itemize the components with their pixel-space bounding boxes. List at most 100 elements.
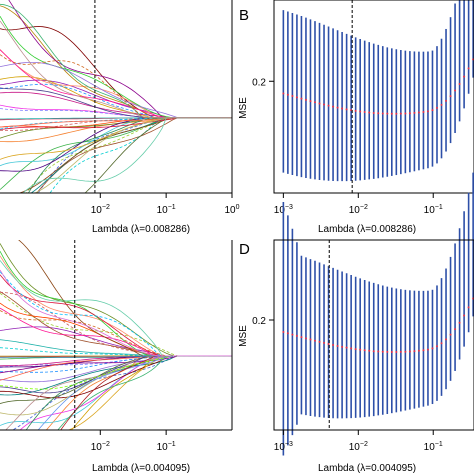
cv-mean-point — [449, 333, 452, 336]
cv-mean-point — [282, 92, 285, 95]
x-axis-label: Lambda (λ=0.004095) — [318, 463, 416, 474]
cv-mean-point — [399, 350, 402, 353]
coef-path-line — [60, 355, 232, 430]
coef-path-line — [0, 255, 232, 357]
cv-mean-point — [336, 344, 339, 347]
coef-path-line — [0, 117, 232, 130]
x-axis-ticks: 10−2 10−1 — [91, 430, 176, 453]
cv-mean-point — [445, 338, 448, 341]
cv-mean-point — [417, 349, 420, 352]
cv-mean-point — [426, 348, 429, 351]
cv-mean-point — [422, 349, 425, 352]
cv-mean-point — [300, 336, 303, 339]
cv-mean-point — [467, 67, 470, 70]
cv-mean-point — [291, 333, 294, 336]
x-axis-ticks: 10−3 10−2 10−1 — [274, 430, 443, 453]
cv-mean-points — [282, 297, 474, 353]
x-axis-label: Lambda (λ=0.004095) — [92, 463, 190, 474]
panel-letter: B — [239, 7, 249, 24]
cv-mean-point — [286, 93, 289, 96]
x-tick-label: 100 — [224, 204, 239, 216]
cv-mean-point — [345, 108, 348, 111]
cv-mean-point — [304, 337, 307, 340]
cv-mean-point — [327, 342, 330, 345]
cv-mean-point — [354, 109, 357, 112]
cv-mean-point — [395, 350, 398, 353]
coef-path-line — [0, 20, 232, 119]
cv-mean-point — [467, 306, 470, 309]
coef-path-line — [0, 355, 232, 373]
cv-mean-point — [454, 328, 457, 331]
y-axis-label: MSE — [238, 97, 249, 119]
coef-path-line — [0, 260, 232, 357]
cv-mean-point — [463, 75, 466, 78]
cv-mean-point — [313, 101, 316, 104]
cv-mean-point — [327, 104, 330, 107]
coef-path-line — [0, 326, 232, 357]
cv-mean-point — [440, 103, 443, 106]
cv-mean-point — [426, 110, 429, 113]
cv-mean-point — [359, 348, 362, 351]
cv-mean-point — [354, 348, 357, 351]
cv-mean-point — [408, 112, 411, 115]
cv-mean-point — [381, 112, 384, 115]
coef-path-line — [0, 5, 232, 119]
cv-mean-point — [422, 110, 425, 113]
cv-mean-point — [309, 338, 312, 341]
cv-mean-point — [413, 350, 416, 353]
y-tick-label: 0.2 — [252, 77, 266, 88]
cv-mean-point — [408, 350, 411, 353]
cv-errorbars — [282, 0, 474, 182]
coef-path-line — [0, 108, 232, 119]
cv-mean-point — [435, 106, 438, 109]
cv-mean-point — [363, 111, 366, 114]
coef-path-line — [25, 355, 232, 430]
cv-mean-point — [404, 350, 407, 353]
x-tick-label: 10−2 — [91, 441, 110, 453]
x-axis-ticks: 10−3 10−2 10−1 — [274, 193, 443, 216]
cv-errorbars — [282, 172, 474, 456]
coef-path-line — [0, 269, 232, 357]
cv-mean-point — [341, 107, 344, 110]
cv-mean-point — [300, 97, 303, 100]
plot-border — [273, 0, 474, 194]
cv-mean-point — [350, 109, 353, 112]
coef-path-line — [84, 117, 232, 193]
cv-mean-point — [386, 350, 389, 353]
cv-mean-point — [377, 112, 380, 115]
plot-border — [273, 239, 474, 431]
coef-path-line — [36, 117, 232, 193]
cv-mean-point — [386, 112, 389, 115]
x-tick-label: 10−2 — [91, 204, 110, 216]
coef-path-panel-top: 10−2 10−1 100 Lambda (λ=0.008286) — [0, 0, 240, 235]
coef-path-line — [18, 240, 232, 357]
cv-mean-point — [336, 106, 339, 109]
cv-mean-point — [454, 89, 457, 92]
x-tick-label: 10−3 — [274, 441, 293, 453]
cv-mean-point — [417, 111, 420, 114]
cv-mean-point — [318, 340, 321, 343]
cv-mean-point — [323, 103, 326, 106]
x-tick-label: 10−2 — [349, 441, 368, 453]
cv-mean-point — [350, 347, 353, 350]
cv-mean-point — [399, 112, 402, 115]
cv-mean-point — [372, 111, 375, 114]
cv-mean-point — [431, 347, 434, 350]
coef-path-line — [0, 26, 232, 119]
coef-path-lines — [0, 0, 232, 193]
cv-error-panel-d: D 10−3 10−2 10−1 0.2 MSE Lambda (λ=0.00409… — [238, 172, 474, 474]
coef-path-line — [0, 271, 232, 357]
x-tick-label: 10−1 — [424, 204, 443, 216]
cv-mean-point — [390, 350, 393, 353]
cv-error-panel-b: B 10−3 10−2 10−1 0.2 MSE Lambda (λ=0.00828… — [238, 0, 474, 235]
cv-mean-point — [404, 112, 407, 115]
coef-path-line — [49, 117, 232, 193]
x-tick-label: 10−3 — [274, 204, 293, 216]
cv-mean-point — [291, 95, 294, 98]
cv-mean-point — [368, 111, 371, 114]
cv-mean-point — [309, 100, 312, 103]
cv-mean-point — [449, 95, 452, 98]
coef-path-line — [0, 347, 232, 357]
cv-mean-point — [390, 112, 393, 115]
